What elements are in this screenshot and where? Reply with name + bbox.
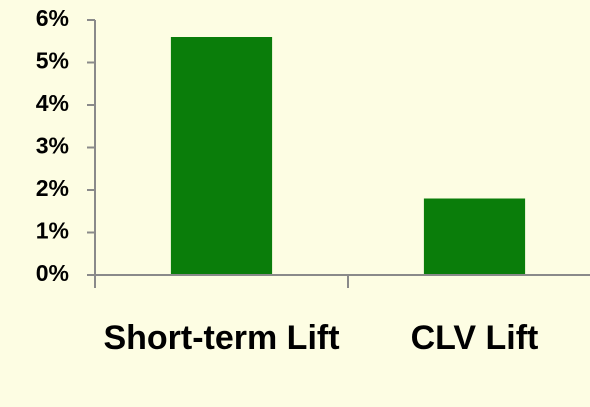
y-tick-label: 0% (36, 260, 69, 286)
y-tick-label: 1% (36, 218, 69, 244)
y-tick-label: 6% (36, 5, 69, 31)
y-tick-label: 5% (36, 48, 69, 74)
bar (423, 198, 526, 275)
x-tick-label: Short-term Lift (103, 319, 340, 357)
y-tick-label: 3% (36, 133, 69, 159)
bar (170, 37, 273, 275)
x-tick-label: CLV Lift (410, 319, 539, 357)
y-tick-label: 2% (36, 175, 69, 201)
y-tick-label: 4% (36, 90, 69, 116)
